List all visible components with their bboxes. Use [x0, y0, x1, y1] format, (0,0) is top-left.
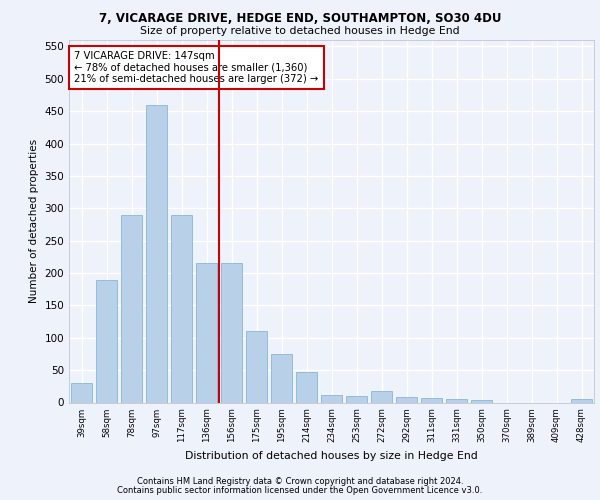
- Text: 7 VICARAGE DRIVE: 147sqm
← 78% of detached houses are smaller (1,360)
21% of sem: 7 VICARAGE DRIVE: 147sqm ← 78% of detach…: [74, 51, 319, 84]
- Bar: [396, 398, 417, 402]
- Bar: [471, 400, 492, 402]
- Bar: [421, 398, 442, 402]
- Bar: [571, 400, 592, 402]
- Bar: [371, 391, 392, 402]
- X-axis label: Distribution of detached houses by size in Hedge End: Distribution of detached houses by size …: [185, 450, 478, 460]
- Bar: [346, 396, 367, 402]
- Bar: [221, 264, 242, 402]
- Bar: [446, 400, 467, 402]
- Text: Size of property relative to detached houses in Hedge End: Size of property relative to detached ho…: [140, 26, 460, 36]
- Bar: [121, 215, 142, 402]
- Bar: [246, 332, 267, 402]
- Bar: [321, 394, 342, 402]
- Bar: [71, 383, 92, 402]
- Bar: [296, 372, 317, 402]
- Bar: [171, 215, 192, 402]
- Bar: [146, 104, 167, 403]
- Text: Contains public sector information licensed under the Open Government Licence v3: Contains public sector information licen…: [118, 486, 482, 495]
- Bar: [271, 354, 292, 403]
- Text: 7, VICARAGE DRIVE, HEDGE END, SOUTHAMPTON, SO30 4DU: 7, VICARAGE DRIVE, HEDGE END, SOUTHAMPTO…: [99, 12, 501, 26]
- Y-axis label: Number of detached properties: Number of detached properties: [29, 139, 39, 304]
- Text: Contains HM Land Registry data © Crown copyright and database right 2024.: Contains HM Land Registry data © Crown c…: [137, 477, 463, 486]
- Bar: [96, 280, 117, 402]
- Bar: [196, 264, 217, 402]
